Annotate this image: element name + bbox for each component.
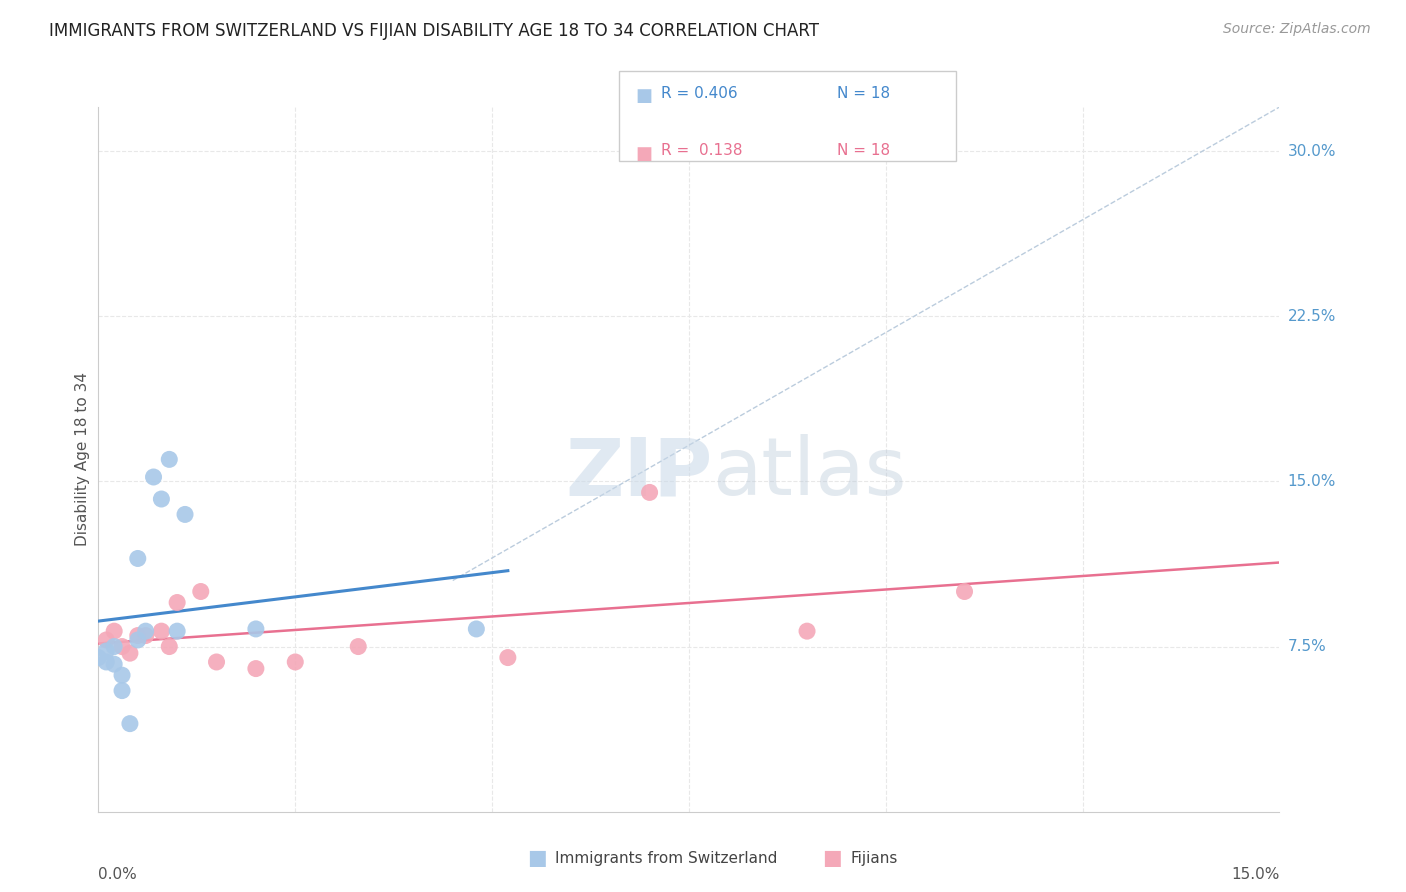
Point: [127, 632, 149, 647]
Point: [96, 632, 118, 647]
Text: Source: ZipAtlas.com: Source: ZipAtlas.com: [1223, 22, 1371, 37]
Text: Fijians: Fijians: [851, 851, 898, 865]
Point: [111, 668, 134, 682]
Point: [245, 662, 267, 676]
Text: ■: ■: [636, 145, 652, 162]
Point: [205, 655, 228, 669]
Point: [174, 508, 197, 522]
Point: [465, 622, 488, 636]
Point: [190, 584, 212, 599]
Text: 15.0%: 15.0%: [1288, 474, 1336, 489]
Point: [142, 470, 165, 484]
Point: [87, 650, 110, 665]
Text: atlas: atlas: [713, 434, 907, 513]
Text: 30.0%: 30.0%: [1288, 144, 1336, 159]
Point: [118, 716, 141, 731]
Point: [166, 624, 188, 639]
Text: N = 18: N = 18: [837, 143, 890, 158]
Point: [166, 595, 188, 609]
Text: 0.0%: 0.0%: [98, 867, 138, 882]
Point: [111, 640, 134, 654]
Text: N = 18: N = 18: [837, 86, 890, 101]
Point: [96, 644, 118, 658]
Text: Immigrants from Switzerland: Immigrants from Switzerland: [555, 851, 778, 865]
Y-axis label: Disability Age 18 to 34: Disability Age 18 to 34: [75, 372, 90, 547]
Text: ■: ■: [527, 848, 547, 868]
Text: R = 0.406: R = 0.406: [661, 86, 737, 101]
Point: [496, 650, 519, 665]
Text: R =  0.138: R = 0.138: [661, 143, 742, 158]
Text: 22.5%: 22.5%: [1288, 309, 1336, 324]
Point: [245, 622, 267, 636]
Text: IMMIGRANTS FROM SWITZERLAND VS FIJIAN DISABILITY AGE 18 TO 34 CORRELATION CHART: IMMIGRANTS FROM SWITZERLAND VS FIJIAN DI…: [49, 22, 820, 40]
Point: [135, 628, 157, 642]
Point: [953, 584, 976, 599]
Point: [135, 624, 157, 639]
Point: [284, 655, 307, 669]
Point: [111, 683, 134, 698]
Point: [157, 452, 180, 467]
Point: [127, 551, 149, 566]
Text: ■: ■: [823, 848, 842, 868]
Point: [127, 628, 149, 642]
Text: 7.5%: 7.5%: [1288, 639, 1326, 654]
Point: [103, 657, 125, 672]
Text: 15.0%: 15.0%: [1232, 867, 1279, 882]
Point: [96, 655, 118, 669]
Text: ■: ■: [636, 87, 652, 105]
Point: [347, 640, 370, 654]
Text: ZIP: ZIP: [565, 434, 713, 513]
Point: [150, 491, 173, 506]
Point: [103, 640, 125, 654]
Point: [157, 640, 180, 654]
Point: [118, 646, 141, 660]
Point: [150, 624, 173, 639]
Point: [103, 624, 125, 639]
Point: [638, 485, 661, 500]
Point: [796, 624, 818, 639]
